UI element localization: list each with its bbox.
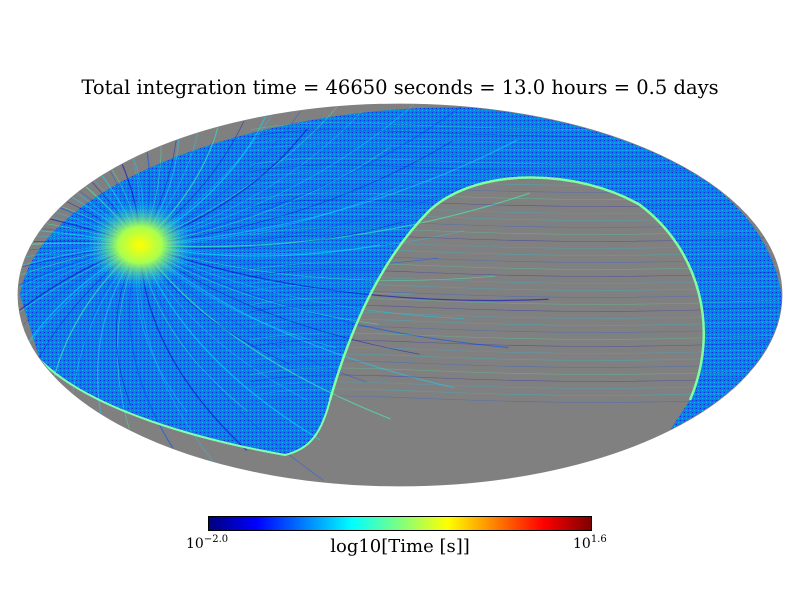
map-outline bbox=[17, 103, 783, 487]
scan-line bbox=[249, 353, 781, 362]
scan-line bbox=[249, 269, 781, 278]
observed-region-texture bbox=[20, 107, 782, 456]
scan-line bbox=[249, 381, 781, 390]
scan-line bbox=[249, 185, 781, 194]
colorbar-label: log10[Time [s]] bbox=[330, 536, 470, 557]
scan-line bbox=[249, 318, 781, 327]
scan-line bbox=[249, 164, 781, 173]
scan-line bbox=[249, 374, 781, 383]
scan-line bbox=[249, 234, 781, 243]
scan-line bbox=[249, 304, 781, 313]
scan-line bbox=[249, 262, 781, 271]
scan-line bbox=[249, 255, 781, 264]
scan-line bbox=[249, 339, 781, 348]
scan-line bbox=[249, 220, 781, 229]
scan-line bbox=[249, 150, 781, 159]
scan-line bbox=[249, 290, 781, 299]
scan-line bbox=[249, 178, 781, 187]
scan-line bbox=[249, 248, 781, 257]
scan-line bbox=[249, 388, 781, 397]
colorbar bbox=[208, 516, 592, 531]
scan-line bbox=[249, 241, 781, 250]
scan-line bbox=[249, 395, 781, 404]
scan-line bbox=[18, 242, 141, 301]
scan-line bbox=[249, 213, 781, 222]
scan-line bbox=[249, 360, 781, 369]
scan-line bbox=[249, 367, 781, 376]
edge-highlight bbox=[328, 176, 706, 401]
scan-line bbox=[249, 332, 781, 341]
scan-line bbox=[249, 297, 781, 306]
scan-line bbox=[249, 276, 781, 285]
colorbar-max-label: 101.6 bbox=[573, 534, 607, 552]
scan-line bbox=[249, 157, 781, 166]
colorbar-min-label: 10−2.0 bbox=[186, 534, 229, 552]
scan-line bbox=[249, 283, 781, 292]
scan-line bbox=[139, 104, 486, 246]
scan-line bbox=[249, 171, 781, 180]
scan-line bbox=[249, 325, 781, 334]
lower-edge-highlight bbox=[39, 359, 331, 457]
scan-line bbox=[249, 311, 781, 320]
scan-line bbox=[249, 346, 781, 355]
scan-line bbox=[249, 192, 781, 201]
chart-title: Total integration time = 46650 seconds =… bbox=[81, 76, 719, 99]
hotspot bbox=[85, 200, 195, 290]
scan-line bbox=[249, 227, 781, 236]
scan-line bbox=[249, 199, 781, 208]
